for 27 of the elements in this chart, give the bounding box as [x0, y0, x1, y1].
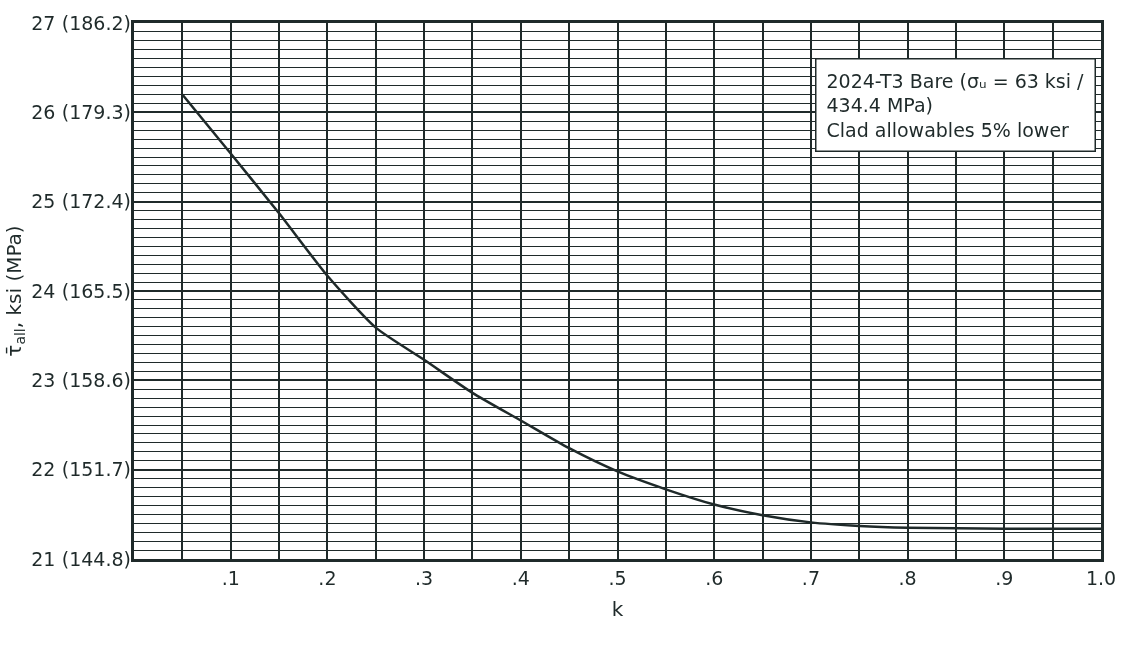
- x-tick-label: .9: [995, 566, 1014, 589]
- y-tick-label: 21: [31, 547, 56, 570]
- y2-tick-label: (144.8): [61, 547, 131, 570]
- x-tick-label: .3: [415, 566, 434, 589]
- y-tick-label: 27: [31, 11, 56, 34]
- y2-tick-label: (158.6): [61, 368, 131, 391]
- y-tick-label: 26: [31, 100, 56, 123]
- x-tick-label: .2: [318, 566, 337, 589]
- x-tick-label: .6: [705, 566, 724, 589]
- x-axis-title: k: [611, 597, 624, 622]
- y-tick-label: 23: [31, 368, 56, 391]
- annotation: 2024-T3 Bare (σᵤ = 63 ksi / 434.4 MPa): [826, 69, 1085, 117]
- x-tick-label: .1: [221, 566, 240, 589]
- y-tick-label: 24: [31, 279, 56, 302]
- x-tick-label: .7: [801, 566, 820, 589]
- y2-tick-label: (186.2): [61, 11, 131, 34]
- x-tick-label: .5: [608, 566, 627, 589]
- y-tick-label: 25: [31, 190, 56, 213]
- y2-tick-label: (151.7): [61, 458, 131, 481]
- annotation: Clad allowables 5% lower: [826, 118, 1070, 141]
- y2-tick-label: (179.3): [61, 100, 131, 123]
- y2-tick-label: (165.5): [61, 279, 131, 302]
- y2-tick-label: (172.4): [61, 190, 131, 213]
- x-tick-label: .8: [898, 566, 917, 589]
- x-tick-label: 1.0: [1085, 566, 1117, 589]
- y-tick-label: 22: [31, 458, 56, 481]
- x-tick-label: .4: [511, 566, 530, 589]
